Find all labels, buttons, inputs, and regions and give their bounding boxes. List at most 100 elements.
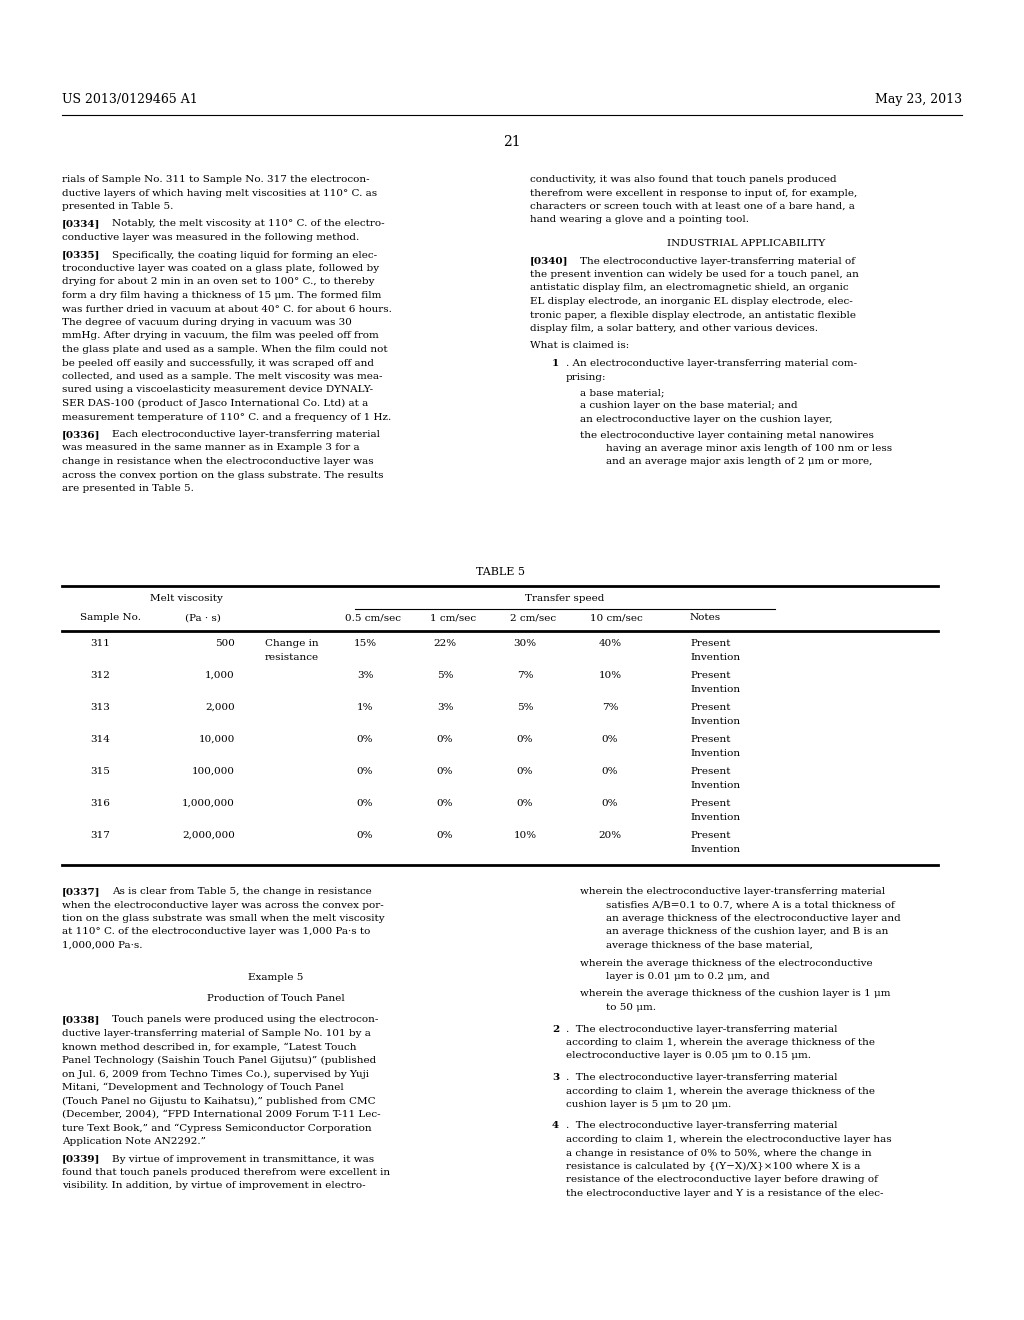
- Text: found that touch panels produced therefrom were excellent in: found that touch panels produced therefr…: [62, 1168, 390, 1177]
- Text: Production of Touch Panel: Production of Touch Panel: [207, 994, 345, 1003]
- Text: 0%: 0%: [437, 799, 454, 808]
- Text: 1%: 1%: [356, 704, 374, 711]
- Text: therefrom were excellent in response to input of, for example,: therefrom were excellent in response to …: [530, 189, 857, 198]
- Text: characters or screen touch with at least one of a bare hand, a: characters or screen touch with at least…: [530, 202, 855, 211]
- Text: troconductive layer was coated on a glass plate, followed by: troconductive layer was coated on a glas…: [62, 264, 379, 273]
- Text: 1: 1: [552, 359, 559, 368]
- Text: 10 cm/sec: 10 cm/sec: [590, 614, 643, 623]
- Text: 316: 316: [90, 799, 110, 808]
- Text: Invention: Invention: [690, 685, 740, 693]
- Text: Change in: Change in: [265, 639, 318, 648]
- Text: Invention: Invention: [690, 748, 740, 758]
- Text: Invention: Invention: [690, 780, 740, 789]
- Text: .  The electroconductive layer-transferring material: . The electroconductive layer-transferri…: [566, 1024, 838, 1034]
- Text: TABLE 5: TABLE 5: [475, 568, 524, 577]
- Text: a base material;: a base material;: [580, 388, 665, 397]
- Text: Panel Technology (Saishin Touch Panel Gijutsu)” (published: Panel Technology (Saishin Touch Panel Gi…: [62, 1056, 376, 1065]
- Text: 311: 311: [90, 639, 110, 648]
- Text: What is claimed is:: What is claimed is:: [530, 342, 630, 351]
- Text: 15%: 15%: [353, 639, 377, 648]
- Text: 314: 314: [90, 735, 110, 744]
- Text: 0%: 0%: [602, 735, 618, 744]
- Text: .  The electroconductive layer-transferring material: . The electroconductive layer-transferri…: [566, 1073, 838, 1082]
- Text: 4: 4: [552, 1122, 559, 1130]
- Text: 100,000: 100,000: [193, 767, 234, 776]
- Text: on Jul. 6, 2009 from Techno Times Co.), supervised by Yuji: on Jul. 6, 2009 from Techno Times Co.), …: [62, 1069, 369, 1078]
- Text: conductivity, it was also found that touch panels produced: conductivity, it was also found that tou…: [530, 176, 837, 183]
- Text: Specifically, the coating liquid for forming an elec-: Specifically, the coating liquid for for…: [112, 251, 377, 260]
- Text: average thickness of the base material,: average thickness of the base material,: [606, 941, 813, 950]
- Text: was measured in the same manner as in Example 3 for a: was measured in the same manner as in Ex…: [62, 444, 359, 453]
- Text: 0%: 0%: [517, 735, 534, 744]
- Text: are presented in Table 5.: are presented in Table 5.: [62, 484, 194, 492]
- Text: wherein the average thickness of the electroconductive: wherein the average thickness of the ele…: [580, 958, 872, 968]
- Text: SER DAS-100 (product of Jasco International Co. Ltd) at a: SER DAS-100 (product of Jasco Internatio…: [62, 399, 369, 408]
- Text: 0%: 0%: [356, 735, 374, 744]
- Text: according to claim 1, wherein the electroconductive layer has: according to claim 1, wherein the electr…: [566, 1135, 892, 1144]
- Text: [0338]: [0338]: [62, 1015, 100, 1024]
- Text: an average thickness of the cushion layer, and B is an: an average thickness of the cushion laye…: [606, 928, 889, 936]
- Text: . An electroconductive layer-transferring material com-: . An electroconductive layer-transferrin…: [566, 359, 857, 368]
- Text: Present: Present: [690, 767, 730, 776]
- Text: 0%: 0%: [517, 767, 534, 776]
- Text: change in resistance when the electroconductive layer was: change in resistance when the electrocon…: [62, 457, 374, 466]
- Text: [0339]: [0339]: [62, 1155, 100, 1163]
- Text: 2 cm/sec: 2 cm/sec: [510, 614, 556, 623]
- Text: known method described in, for example, “Latest Touch: known method described in, for example, …: [62, 1043, 356, 1052]
- Text: ductive layers of which having melt viscosities at 110° C. as: ductive layers of which having melt visc…: [62, 189, 377, 198]
- Text: Invention: Invention: [690, 652, 740, 661]
- Text: 7%: 7%: [517, 671, 534, 680]
- Text: measurement temperature of 110° C. and a frequency of 1 Hz.: measurement temperature of 110° C. and a…: [62, 412, 391, 421]
- Text: resistance is calculated by {(Y−X)/X}×100 where X is a: resistance is calculated by {(Y−X)/X}×10…: [566, 1162, 860, 1171]
- Text: 2: 2: [552, 1024, 559, 1034]
- Text: the glass plate and used as a sample. When the film could not: the glass plate and used as a sample. Wh…: [62, 345, 388, 354]
- Text: US 2013/0129465 A1: US 2013/0129465 A1: [62, 92, 198, 106]
- Text: 0%: 0%: [437, 735, 454, 744]
- Text: 500: 500: [215, 639, 234, 648]
- Text: [0337]: [0337]: [62, 887, 100, 896]
- Text: 0%: 0%: [602, 767, 618, 776]
- Text: wherein the average thickness of the cushion layer is 1 μm: wherein the average thickness of the cus…: [580, 990, 891, 998]
- Text: layer is 0.01 μm to 0.2 μm, and: layer is 0.01 μm to 0.2 μm, and: [606, 972, 770, 981]
- Text: EL display electrode, an inorganic EL display electrode, elec-: EL display electrode, an inorganic EL di…: [530, 297, 853, 306]
- Text: presented in Table 5.: presented in Table 5.: [62, 202, 173, 211]
- Text: Touch panels were produced using the electrocon-: Touch panels were produced using the ele…: [112, 1015, 379, 1024]
- Text: mmHg. After drying in vacuum, the film was peeled off from: mmHg. After drying in vacuum, the film w…: [62, 331, 379, 341]
- Text: an electroconductive layer on the cushion layer,: an electroconductive layer on the cushio…: [580, 414, 833, 424]
- Text: 7%: 7%: [602, 704, 618, 711]
- Text: Present: Present: [690, 735, 730, 744]
- Text: Sample No.: Sample No.: [80, 614, 141, 623]
- Text: 3%: 3%: [437, 704, 454, 711]
- Text: Each electroconductive layer-transferring material: Each electroconductive layer-transferrin…: [112, 430, 380, 440]
- Text: resistance: resistance: [265, 652, 319, 661]
- Text: (December, 2004), “FPD International 2009 Forum T-11 Lec-: (December, 2004), “FPD International 200…: [62, 1110, 381, 1119]
- Text: 5%: 5%: [517, 704, 534, 711]
- Text: 0%: 0%: [437, 767, 454, 776]
- Text: Example 5: Example 5: [248, 973, 304, 982]
- Text: (Touch Panel no Gijustu to Kaihatsu),” published from CMC: (Touch Panel no Gijustu to Kaihatsu),” p…: [62, 1097, 376, 1106]
- Text: Present: Present: [690, 799, 730, 808]
- Text: 2,000,000: 2,000,000: [182, 832, 234, 840]
- Text: 10%: 10%: [513, 832, 537, 840]
- Text: 313: 313: [90, 704, 110, 711]
- Text: and an average major axis length of 2 μm or more,: and an average major axis length of 2 μm…: [606, 458, 872, 466]
- Text: 30%: 30%: [513, 639, 537, 648]
- Text: 20%: 20%: [598, 832, 622, 840]
- Text: 5%: 5%: [437, 671, 454, 680]
- Text: Present: Present: [690, 832, 730, 840]
- Text: according to claim 1, wherein the average thickness of the: according to claim 1, wherein the averag…: [566, 1086, 874, 1096]
- Text: drying for about 2 min in an oven set to 100° C., to thereby: drying for about 2 min in an oven set to…: [62, 277, 375, 286]
- Text: 0%: 0%: [437, 832, 454, 840]
- Text: Present: Present: [690, 704, 730, 711]
- Text: 1,000,000 Pa·s.: 1,000,000 Pa·s.: [62, 941, 142, 950]
- Text: visibility. In addition, by virtue of improvement in electro-: visibility. In addition, by virtue of im…: [62, 1181, 366, 1191]
- Text: the present invention can widely be used for a touch panel, an: the present invention can widely be used…: [530, 271, 859, 279]
- Text: Transfer speed: Transfer speed: [525, 594, 605, 603]
- Text: resistance of the electroconductive layer before drawing of: resistance of the electroconductive laye…: [566, 1176, 878, 1184]
- Text: having an average minor axis length of 100 nm or less: having an average minor axis length of 1…: [606, 444, 892, 453]
- Text: across the convex portion on the glass substrate. The results: across the convex portion on the glass s…: [62, 470, 384, 479]
- Text: 0%: 0%: [356, 799, 374, 808]
- Text: a change in resistance of 0% to 50%, where the change in: a change in resistance of 0% to 50%, whe…: [566, 1148, 871, 1158]
- Text: display film, a solar battery, and other various devices.: display film, a solar battery, and other…: [530, 323, 818, 333]
- Text: cushion layer is 5 μm to 20 μm.: cushion layer is 5 μm to 20 μm.: [566, 1100, 731, 1109]
